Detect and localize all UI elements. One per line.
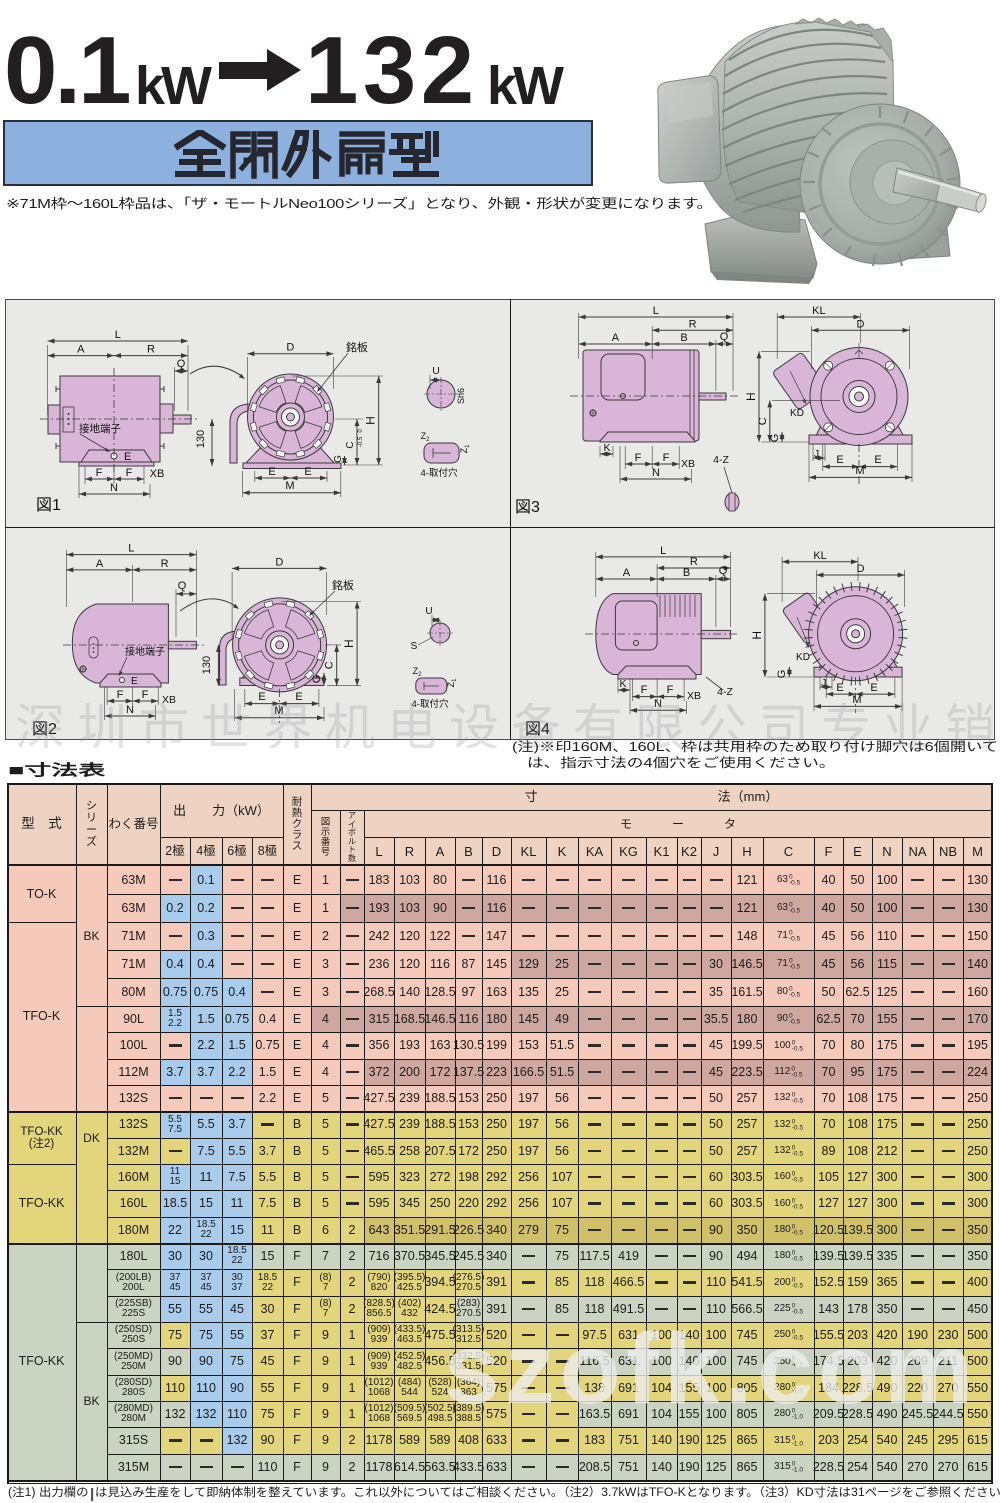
svg-text:XB: XB bbox=[162, 694, 176, 706]
svg-text:Q: Q bbox=[719, 565, 728, 577]
svg-text:L: L bbox=[115, 329, 121, 341]
svg-text:K: K bbox=[619, 678, 626, 690]
svg-text:A: A bbox=[96, 558, 104, 570]
svg-text:D: D bbox=[857, 563, 865, 575]
svg-text:130: 130 bbox=[195, 430, 207, 448]
svg-text:図1: 図1 bbox=[36, 497, 61, 514]
svg-text:A: A bbox=[77, 344, 85, 356]
svg-text:KD: KD bbox=[796, 652, 810, 663]
svg-text:C: C bbox=[324, 661, 336, 669]
svg-text:R: R bbox=[147, 344, 155, 356]
svg-text:4-取付穴: 4-取付穴 bbox=[412, 698, 449, 710]
svg-text:G: G bbox=[333, 455, 344, 463]
svg-text:H: H bbox=[750, 631, 764, 640]
svg-text:KL: KL bbox=[812, 305, 825, 317]
svg-text:銘板: 銘板 bbox=[332, 578, 354, 592]
svg-text:F: F bbox=[96, 467, 103, 479]
svg-text:J: J bbox=[814, 448, 819, 460]
svg-text:S: S bbox=[411, 641, 418, 652]
svg-text:M: M bbox=[855, 465, 864, 477]
svg-text:A: A bbox=[612, 332, 620, 344]
svg-text:F: F bbox=[126, 467, 133, 479]
svg-text:F: F bbox=[635, 452, 642, 464]
svg-text:接地端子: 接地端子 bbox=[79, 422, 121, 435]
svg-text:E: E bbox=[131, 676, 138, 687]
svg-text:B: B bbox=[680, 332, 687, 344]
svg-text:XB: XB bbox=[150, 468, 165, 480]
svg-text:G: G bbox=[311, 675, 323, 684]
svg-text:E: E bbox=[304, 466, 311, 478]
svg-text:C: C bbox=[345, 441, 356, 448]
svg-text:Sh6: Sh6 bbox=[456, 388, 466, 404]
svg-text:L: L bbox=[128, 543, 134, 555]
svg-text:E: E bbox=[124, 451, 131, 463]
svg-text:H: H bbox=[342, 639, 356, 648]
svg-text:R: R bbox=[689, 318, 697, 330]
svg-text:E: E bbox=[870, 682, 877, 694]
svg-text:銘板: 銘板 bbox=[346, 340, 368, 354]
svg-text:Q: Q bbox=[720, 331, 729, 343]
svg-text:B: B bbox=[683, 567, 690, 579]
svg-text:D: D bbox=[857, 318, 865, 330]
svg-text:Z2: Z2 bbox=[413, 666, 423, 678]
svg-text:U: U bbox=[432, 365, 440, 377]
svg-text:J: J bbox=[821, 677, 826, 689]
svg-text:図4: 図4 bbox=[525, 721, 550, 738]
svg-text:M: M bbox=[274, 705, 283, 717]
svg-text:N: N bbox=[126, 704, 134, 716]
svg-text:E: E bbox=[874, 454, 881, 466]
svg-text:XB: XB bbox=[681, 458, 695, 470]
svg-text:H: H bbox=[744, 392, 758, 401]
svg-text:D: D bbox=[286, 342, 294, 354]
svg-text:U: U bbox=[425, 606, 432, 617]
svg-text:E: E bbox=[268, 466, 275, 478]
svg-text:N: N bbox=[654, 698, 662, 710]
svg-text:KD: KD bbox=[790, 408, 804, 419]
svg-text:F: F bbox=[142, 689, 149, 701]
svg-text:D: D bbox=[275, 556, 283, 568]
svg-text:K: K bbox=[603, 442, 610, 454]
svg-text:Z1: Z1 bbox=[446, 678, 458, 688]
svg-text:図3: 図3 bbox=[515, 499, 540, 516]
svg-text:F: F bbox=[641, 684, 648, 696]
svg-text:4-Z: 4-Z bbox=[713, 454, 729, 466]
svg-text:L: L bbox=[653, 305, 659, 317]
svg-text:4-取付穴: 4-取付穴 bbox=[421, 467, 458, 479]
svg-text:F: F bbox=[117, 689, 124, 701]
svg-text:Q: Q bbox=[178, 580, 187, 592]
svg-text:H: H bbox=[364, 416, 378, 425]
svg-text:F: F bbox=[663, 452, 670, 464]
svg-text:N: N bbox=[110, 482, 118, 494]
svg-text:Z2: Z2 bbox=[421, 431, 431, 443]
svg-text:N: N bbox=[652, 467, 660, 479]
svg-text:R: R bbox=[161, 558, 169, 570]
svg-text:M: M bbox=[285, 480, 294, 492]
svg-text:E: E bbox=[258, 691, 265, 703]
svg-text:E: E bbox=[295, 691, 302, 703]
svg-text:E: E bbox=[836, 682, 843, 694]
svg-text:Z1: Z1 bbox=[459, 444, 471, 454]
svg-text:130: 130 bbox=[201, 656, 213, 674]
svg-text:0: 0 bbox=[358, 429, 364, 433]
svg-text:F: F bbox=[667, 684, 674, 696]
svg-text:-0.5: -0.5 bbox=[358, 436, 364, 447]
svg-text:図2: 図2 bbox=[32, 721, 57, 738]
svg-text:R: R bbox=[690, 556, 698, 568]
svg-text:KL: KL bbox=[813, 550, 826, 562]
svg-text:A: A bbox=[623, 567, 631, 579]
svg-text:XB: XB bbox=[687, 690, 701, 702]
svg-text:Q: Q bbox=[177, 358, 186, 370]
svg-text:G: G bbox=[769, 434, 781, 443]
svg-text:E: E bbox=[836, 454, 843, 466]
svg-text:G: G bbox=[776, 670, 788, 679]
svg-text:M: M bbox=[852, 694, 861, 706]
svg-text:C: C bbox=[757, 417, 769, 425]
svg-text:L: L bbox=[660, 545, 666, 557]
svg-text:接地端子: 接地端子 bbox=[125, 645, 165, 658]
